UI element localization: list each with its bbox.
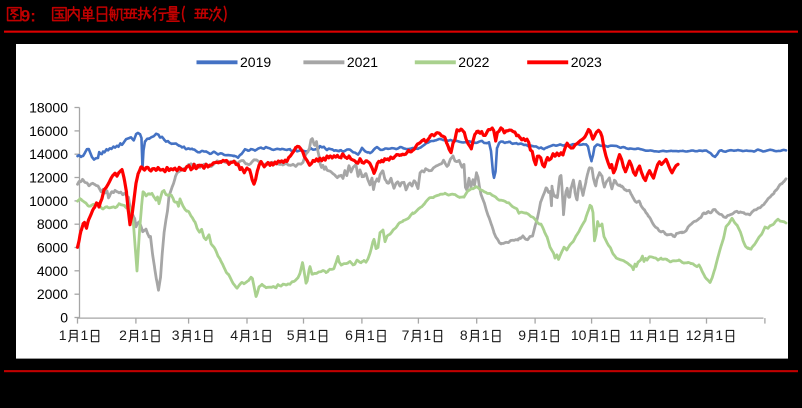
svg-text:6: 6 bbox=[345, 327, 353, 343]
svg-text:7: 7 bbox=[402, 327, 410, 343]
svg-text:2023: 2023 bbox=[571, 54, 602, 70]
svg-text:9:: 9: bbox=[21, 6, 36, 25]
svg-text:1: 1 bbox=[81, 327, 89, 343]
svg-text:5: 5 bbox=[287, 327, 295, 343]
svg-text:16000: 16000 bbox=[29, 123, 68, 139]
svg-text:8: 8 bbox=[460, 327, 468, 343]
svg-text:1: 1 bbox=[482, 327, 490, 343]
svg-text:12000: 12000 bbox=[29, 170, 68, 186]
svg-text:1: 1 bbox=[540, 327, 548, 343]
svg-text:4000: 4000 bbox=[37, 263, 68, 279]
svg-text:1: 1 bbox=[194, 327, 202, 343]
svg-text:2019: 2019 bbox=[240, 54, 271, 70]
svg-text:0: 0 bbox=[60, 310, 68, 326]
svg-text:4: 4 bbox=[230, 327, 238, 343]
svg-text:1: 1 bbox=[367, 327, 375, 343]
svg-text:1: 1 bbox=[423, 327, 431, 343]
svg-text:2: 2 bbox=[119, 327, 127, 343]
svg-text:14000: 14000 bbox=[29, 146, 68, 162]
svg-text:8000: 8000 bbox=[37, 216, 68, 232]
svg-text:1: 1 bbox=[659, 327, 667, 343]
svg-text:3: 3 bbox=[172, 327, 180, 343]
svg-text:18000: 18000 bbox=[29, 100, 68, 116]
svg-text:11: 11 bbox=[629, 327, 644, 343]
svg-text:1: 1 bbox=[715, 327, 723, 343]
svg-text:1: 1 bbox=[59, 327, 67, 343]
svg-text:1: 1 bbox=[601, 327, 609, 343]
svg-text:12: 12 bbox=[686, 327, 702, 343]
svg-text:2022: 2022 bbox=[458, 54, 489, 70]
svg-text:9: 9 bbox=[518, 327, 526, 343]
svg-text:1: 1 bbox=[309, 327, 317, 343]
svg-text:2000: 2000 bbox=[37, 286, 68, 302]
svg-text:10000: 10000 bbox=[29, 193, 68, 209]
svg-text:6000: 6000 bbox=[37, 240, 68, 256]
svg-text:1: 1 bbox=[141, 327, 149, 343]
svg-text:2021: 2021 bbox=[347, 54, 378, 70]
svg-text:10: 10 bbox=[571, 327, 587, 343]
svg-text:1: 1 bbox=[252, 327, 260, 343]
